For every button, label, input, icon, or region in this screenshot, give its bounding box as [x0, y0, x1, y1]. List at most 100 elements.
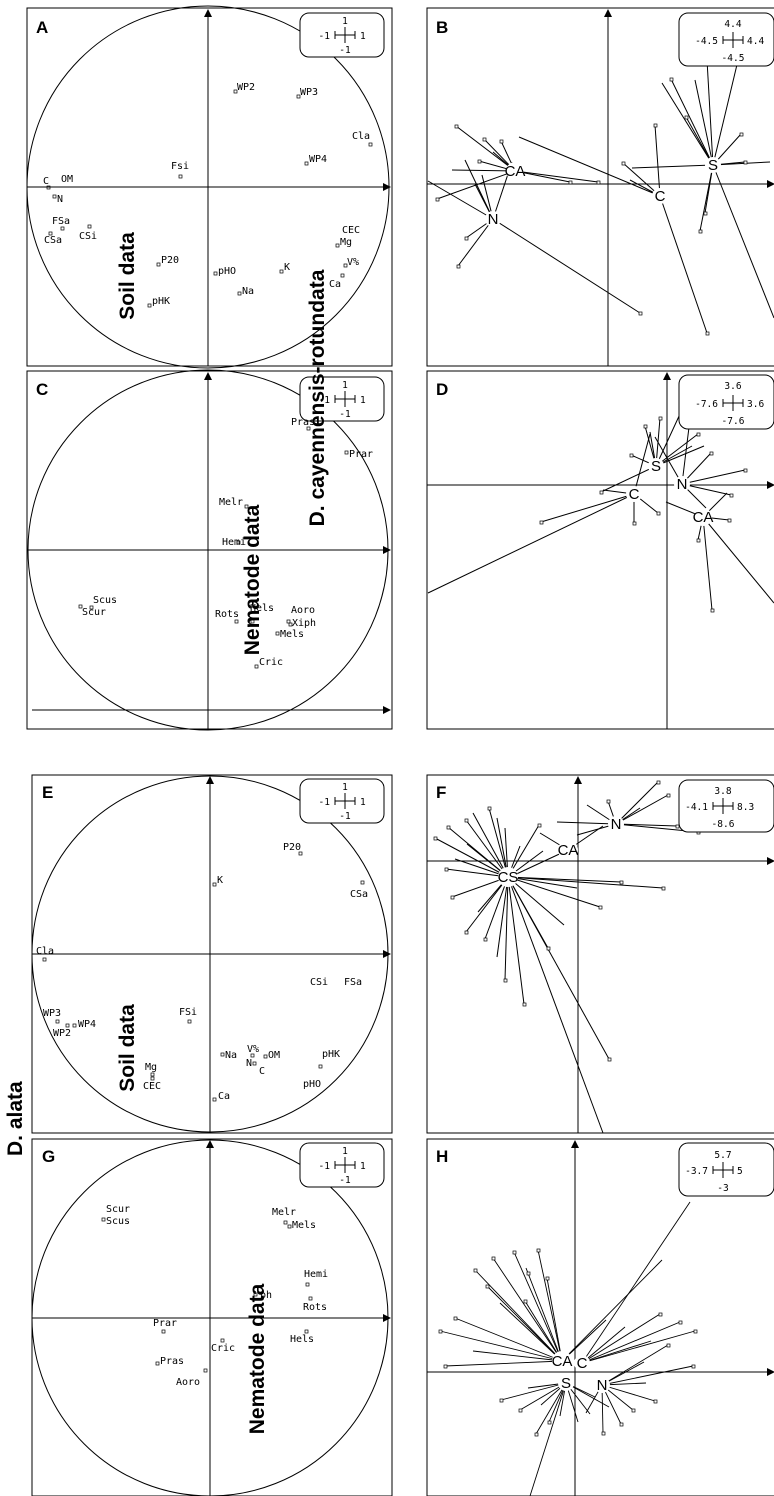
- scale-right: 1: [360, 395, 366, 406]
- panel-f-scale: 3.8 -4.1 8.3 -8.6: [678, 779, 774, 833]
- panel-f-star-lines: [434, 781, 699, 1134]
- scale-top: 3.6: [724, 381, 741, 392]
- var-label: V%: [247, 1044, 259, 1055]
- var-label: Hemi: [222, 537, 246, 548]
- var-label: Prar: [153, 1318, 177, 1329]
- panel-e-correlation-circle: [31, 775, 389, 1133]
- panel-b-letter: B: [436, 18, 448, 37]
- var-label: Pras: [291, 417, 315, 428]
- scale-right: 1: [360, 31, 366, 42]
- var-label: Rots: [303, 1302, 327, 1313]
- panel-d-scale: 3.6 -7.6 3.6 -7.6: [678, 374, 774, 430]
- var-label: pHK: [322, 1049, 340, 1060]
- group-label: C: [655, 188, 666, 205]
- panel-g-scale: 1 -1 1 -1: [299, 1142, 385, 1188]
- var-label: C: [259, 1066, 265, 1077]
- var-label: pHO: [303, 1079, 321, 1090]
- var-label: CEC: [143, 1081, 161, 1092]
- group-label: S: [708, 157, 718, 174]
- var-label: Scur: [106, 1204, 130, 1215]
- panel-f-group-labels: N CA CS: [498, 816, 624, 887]
- panel-f-points: [433, 780, 701, 1062]
- var-label: Scur: [82, 607, 106, 618]
- scale-bottom: -1: [339, 45, 351, 56]
- scale-bottom: -7.6: [722, 416, 745, 427]
- species-label-bottom: D. alata: [4, 1081, 27, 1156]
- panel-h: H CA C: [426, 1138, 774, 1496]
- scale-bottom: -1: [339, 1175, 351, 1186]
- panel-b-scale: 4.4 -4.5 4.4 -4.5: [678, 12, 774, 67]
- panel-c-variables: Pras Prar Melr Hemi Scus Scur Rots Hels …: [78, 417, 373, 669]
- var-label: N: [57, 194, 63, 205]
- panel-d: D S N C CA 3.6: [426, 370, 774, 730]
- panel-e-center-label: Soil data: [116, 1004, 139, 1092]
- scale-bottom: -1: [339, 811, 351, 822]
- scale-left: -4.5: [695, 36, 718, 47]
- panel-d-letter: D: [436, 380, 448, 399]
- scale-top: 5.7: [714, 1150, 731, 1161]
- panel-c: C 1 -1 1 -1 Pras Prar Melr Hemi Scus Scu…: [26, 369, 393, 731]
- panel-a-letter: A: [36, 18, 48, 37]
- panel-g-variables: Scur Scus Melr Mels Hemi ph Rots Prar Cr…: [101, 1204, 328, 1388]
- panel-c-correlation-circle: [27, 369, 389, 731]
- group-label: S: [651, 458, 661, 475]
- panel-e-letter: E: [42, 783, 53, 802]
- scale-top: 1: [342, 380, 348, 391]
- panel-c-center-label: Nematode data: [241, 504, 264, 655]
- scale-right: 4.4: [747, 36, 764, 47]
- var-label: OM: [268, 1050, 280, 1061]
- var-label: CSi: [310, 977, 328, 988]
- var-label: C: [43, 176, 49, 187]
- group-label: CA: [693, 509, 714, 526]
- panel-a-center-label: Soil data: [116, 232, 139, 320]
- panel-d-star-lines: [427, 413, 774, 611]
- species-label-top: D. cayennensis-rotundata: [306, 269, 329, 526]
- scale-right: 1: [360, 1161, 366, 1172]
- var-label: WP3: [300, 87, 318, 98]
- var-label: Fsi: [171, 161, 189, 172]
- var-label: Hels: [250, 603, 274, 614]
- scale-top: 4.4: [724, 19, 741, 30]
- panel-b-group-labels: CA N C S: [485, 157, 721, 228]
- var-label: Cric: [211, 1343, 235, 1354]
- var-label: Hels: [290, 1334, 314, 1345]
- scale-left: -3.7: [685, 1166, 708, 1177]
- panel-c-letter: C: [36, 380, 48, 399]
- var-label: WP2: [53, 1028, 71, 1039]
- panel-b-star-lines: [427, 51, 774, 334]
- group-label: CA: [505, 163, 526, 180]
- scale-left: -1: [319, 31, 331, 42]
- panel-b-frame: [426, 7, 774, 367]
- group-label: N: [597, 1377, 608, 1394]
- group-label: N: [611, 816, 622, 833]
- scale-left: -1: [319, 1161, 331, 1172]
- panel-f-letter: F: [436, 783, 446, 802]
- var-label: FSi: [179, 1007, 197, 1018]
- var-label: Ca: [329, 279, 341, 290]
- scale-bottom: -3: [717, 1183, 728, 1194]
- var-label: Na: [242, 286, 254, 297]
- scale-right: 8.3: [737, 802, 754, 813]
- panel-g-correlation-circle: [31, 1139, 389, 1496]
- var-label: Mels: [292, 1220, 316, 1231]
- var-label: Xiph: [292, 618, 316, 629]
- panel-d-frame: [426, 370, 774, 730]
- scale-right: 1: [360, 797, 366, 808]
- var-label: CSi: [79, 231, 97, 242]
- scale-top: 1: [342, 16, 348, 27]
- var-label: Prar: [349, 449, 373, 460]
- panel-b-points: [435, 50, 748, 336]
- group-label: N: [488, 211, 499, 228]
- group-label: CA: [558, 842, 579, 859]
- group-label: CS: [498, 869, 519, 886]
- panel-a-variables: WP2 WP3 Cla WP4 Fsi OM C N FSa CSi CSa C…: [43, 82, 373, 308]
- var-label: N: [246, 1058, 252, 1069]
- panel-h-letter: H: [436, 1147, 448, 1166]
- panel-h-frame: [426, 1138, 774, 1496]
- panel-e: E 1 -1 1 -1 P20 K CSa Cla CSi FSa WP3 WP…: [31, 706, 393, 1134]
- var-label: K: [217, 875, 223, 886]
- var-label: pHO: [218, 266, 236, 277]
- var-label: Pras: [160, 1356, 184, 1367]
- var-label: WP4: [78, 1019, 96, 1030]
- scale-bottom: -8.6: [712, 819, 735, 830]
